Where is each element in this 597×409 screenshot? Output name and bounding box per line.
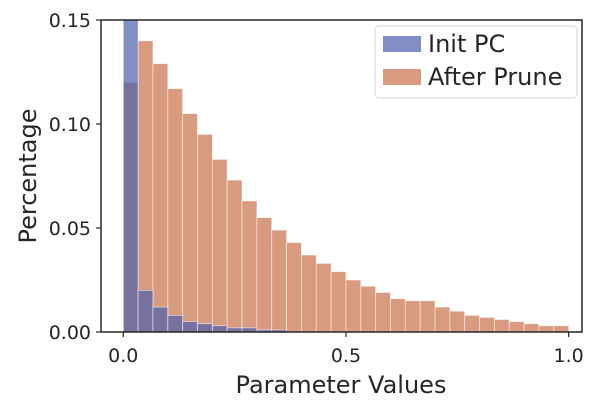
histogram-bar — [211, 158, 228, 332]
histogram-bar — [345, 279, 362, 332]
histogram-bar — [197, 133, 213, 332]
histogram-bar — [479, 317, 495, 332]
legend-label-init-pc: Init PC — [428, 30, 505, 58]
histogram-bar — [493, 319, 510, 332]
x-tick-label: 0.5 — [331, 345, 361, 367]
histogram-bar — [256, 217, 273, 332]
bars-layer — [122, 20, 570, 332]
histogram-bar — [271, 329, 287, 332]
histogram-bar — [330, 271, 347, 332]
histogram-bar — [360, 285, 377, 332]
x-tick-label: 0.0 — [108, 345, 138, 367]
histogram-bar — [241, 200, 258, 332]
histogram-bar — [523, 323, 540, 332]
histogram-bar — [137, 289, 154, 332]
x-axis-ticks: 0.0 0.5 1.0 — [108, 332, 584, 367]
y-tick-label: 0.15 — [49, 10, 91, 32]
histogram-bar — [464, 314, 480, 332]
y-axis-ticks: 0.00 0.05 0.10 0.15 — [49, 10, 101, 344]
histogram-bar — [375, 292, 391, 332]
y-tick-label: 0.05 — [49, 218, 91, 240]
histogram-bar — [271, 229, 287, 332]
histogram-bar — [182, 113, 198, 332]
legend: Init PC After Prune — [374, 25, 578, 99]
y-tick-label: 0.10 — [49, 114, 91, 136]
legend-label-after-prune: After Prune — [428, 63, 562, 91]
y-tick-label: 0.00 — [49, 322, 91, 344]
histogram-bar — [449, 310, 466, 332]
histogram-bar — [182, 321, 198, 332]
histogram-bar — [434, 306, 451, 332]
histogram-bar — [390, 298, 406, 332]
histogram-bar — [167, 88, 184, 332]
histogram-bar — [286, 242, 302, 332]
histogram-bar — [197, 323, 213, 332]
histogram-bar — [419, 300, 436, 332]
series-init-pc — [122, 20, 287, 332]
histogram-bar — [508, 321, 525, 332]
histogram-bar — [315, 262, 332, 332]
histogram-bar — [404, 300, 421, 332]
histogram-bar — [538, 325, 555, 332]
x-axis-title: Parameter Values — [236, 371, 447, 399]
legend-swatch-init-pc — [383, 36, 421, 52]
histogram-bar — [122, 20, 139, 332]
legend-box — [374, 25, 578, 99]
histogram-bar — [553, 325, 570, 332]
histogram-bar — [137, 40, 154, 332]
histogram-bar — [301, 254, 317, 332]
histogram-bar — [167, 314, 184, 332]
legend-swatch-after-prune — [383, 69, 421, 85]
histogram-bar — [152, 306, 169, 332]
histogram-bar — [211, 325, 228, 332]
plot-frame — [100, 19, 583, 333]
x-tick-label: 1.0 — [554, 345, 584, 367]
histogram-bar — [152, 63, 169, 332]
series-after-prune — [122, 40, 570, 332]
histogram-bar — [226, 179, 243, 332]
y-axis-title: Percentage — [14, 108, 42, 243]
